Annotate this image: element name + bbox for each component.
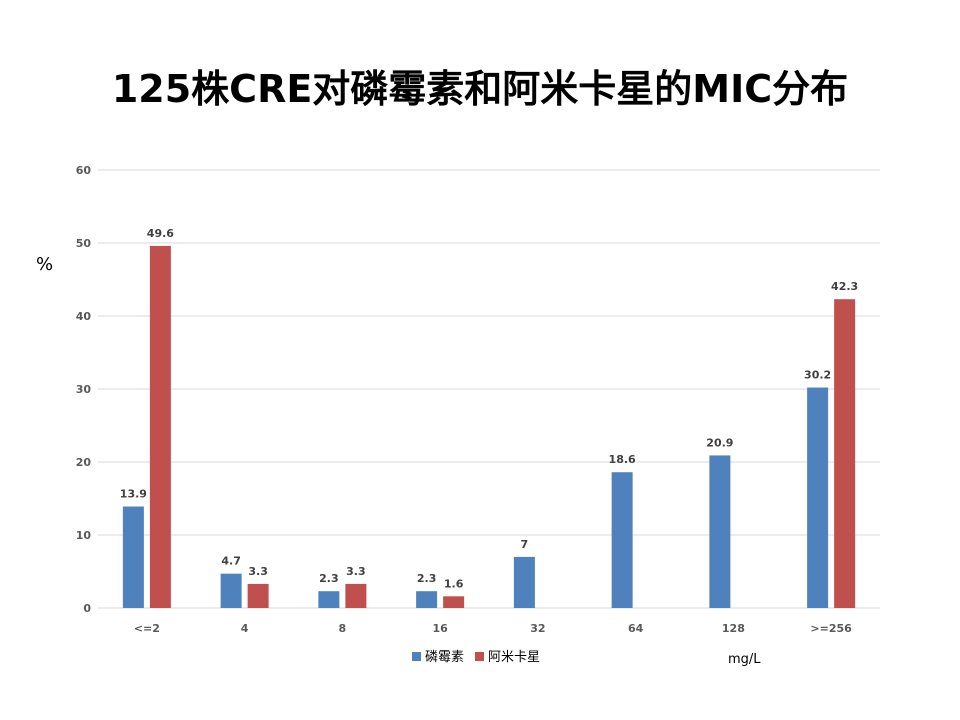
data-label: 1.6 <box>444 577 464 590</box>
bar <box>443 596 465 608</box>
bar <box>416 591 438 608</box>
x-tick-label: 64 <box>628 622 644 635</box>
x-tick-label: >=256 <box>810 622 852 635</box>
data-labels: 13.9 49.6 4.7 3.3 2.3 3.3 2.3 1.6 7 18.6 20.9 30.2 4… <box>120 227 858 590</box>
x-tick-label: 4 <box>241 622 249 635</box>
data-label: 3.3 <box>248 565 268 578</box>
data-label: 13.9 <box>120 488 147 501</box>
x-tick-label: 8 <box>339 622 347 635</box>
y-tick-labels: 0 10 20 30 40 50 60 <box>76 164 92 615</box>
y-tick-label: 50 <box>76 237 92 250</box>
x-axis-unit-label: mg/L <box>728 652 761 667</box>
legend-swatch <box>475 652 484 661</box>
data-label: 49.6 <box>147 227 174 240</box>
y-tick-label: 10 <box>76 529 92 542</box>
gridlines <box>98 169 880 609</box>
data-label: 42.3 <box>831 280 858 293</box>
data-label: 20.9 <box>706 436 733 449</box>
bar <box>318 591 340 608</box>
bar <box>122 506 144 608</box>
data-label: 30.2 <box>804 369 831 382</box>
data-label: 2.3 <box>319 572 339 585</box>
data-label: 18.6 <box>609 453 636 466</box>
x-tick-label: 128 <box>722 622 745 635</box>
bar <box>834 299 856 608</box>
data-label: 4.7 <box>221 555 241 568</box>
data-label: 7 <box>521 538 529 551</box>
bar <box>247 583 269 608</box>
bar <box>513 556 535 608</box>
legend-label: 磷霉素 <box>425 650 464 665</box>
bar <box>345 583 367 608</box>
bar <box>220 573 242 608</box>
x-tick-labels: <=2 4 8 16 32 64 128 >=256 <box>134 622 852 635</box>
legend-swatch <box>412 652 421 661</box>
data-label: 2.3 <box>417 572 437 585</box>
bar <box>807 387 829 608</box>
legend: 磷霉素 阿米卡星 <box>412 650 540 665</box>
bar <box>709 455 731 608</box>
data-label: 3.3 <box>346 565 366 578</box>
y-tick-label: 40 <box>76 310 92 323</box>
y-tick-label: 60 <box>76 164 92 177</box>
y-tick-label: 30 <box>76 383 92 396</box>
bars <box>122 245 856 609</box>
bar <box>149 245 171 609</box>
y-tick-label: 20 <box>76 456 92 469</box>
bar <box>611 472 633 608</box>
y-axis-label: % <box>36 254 54 275</box>
x-tick-label: 16 <box>432 622 448 635</box>
y-tick-label: 0 <box>83 602 91 615</box>
x-tick-label: 32 <box>530 622 545 635</box>
chart-title: 125株CRE对磷霉素和阿米卡星的MIC分布 <box>111 67 849 111</box>
legend-label: 阿米卡星 <box>488 650 540 665</box>
x-tick-label: <=2 <box>134 622 160 635</box>
